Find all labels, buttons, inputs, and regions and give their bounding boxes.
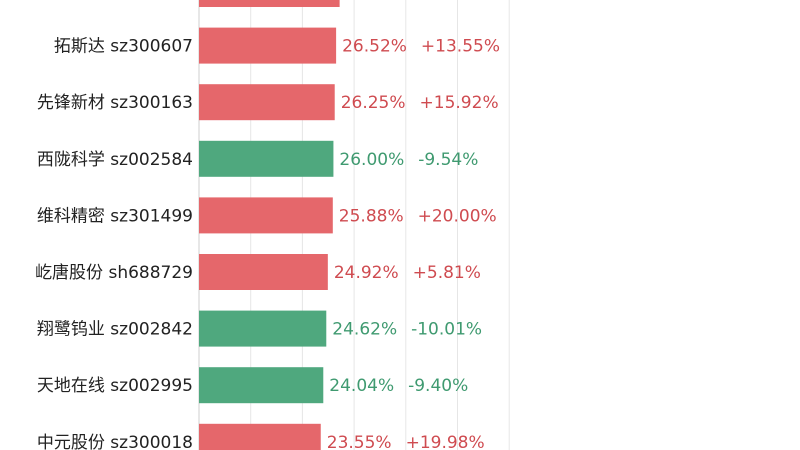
bar: [199, 197, 333, 234]
bar: [199, 423, 321, 450]
grid-lines: [198, 0, 510, 450]
category-label: 中元股份 sz300018: [37, 433, 193, 450]
change-label: -9.54%: [418, 150, 478, 170]
category-label: 拓斯达 sz300607: [54, 37, 193, 57]
category-label: 天地在线 sz002995: [37, 376, 193, 396]
category-label: 翔鹭钨业 sz002842: [37, 320, 193, 340]
change-label: +19.98%: [406, 433, 485, 450]
bar: [199, 140, 334, 177]
bar: [199, 310, 327, 347]
value-label: 26.00%: [339, 150, 404, 170]
change-label: -9.40%: [408, 376, 468, 396]
change-label: -10.01%: [411, 320, 482, 340]
labels: 拓斯达 sz300607 26.52% +13.55% 先锋新材 sz300163 26…: [35, 37, 500, 450]
category-label: 维科精密 sz301499: [37, 206, 193, 226]
value-label: 24.04%: [329, 376, 394, 396]
change-label: +20.00%: [418, 206, 497, 226]
value-label: 25.88%: [339, 206, 404, 226]
bar: [199, 27, 337, 64]
value-label: 26.25%: [341, 93, 406, 113]
value-label: 24.62%: [332, 320, 397, 340]
value-label: 23.55%: [327, 433, 392, 450]
category-label: 屹唐股份 sh688729: [35, 262, 193, 283]
change-label: +13.55%: [421, 37, 500, 57]
category-label: 先锋新材 sz300163: [37, 93, 193, 113]
change-label: +15.92%: [420, 93, 499, 113]
value-label: 24.92%: [334, 263, 399, 283]
bar: [199, 0, 340, 7]
bar: [199, 254, 328, 290]
value-label: 26.52%: [342, 37, 407, 57]
bars: [199, 0, 340, 450]
change-label: +5.81%: [413, 263, 481, 283]
bar: [199, 84, 335, 121]
bar: [199, 367, 324, 404]
category-label: 西陇科学 sz002584: [37, 150, 193, 170]
